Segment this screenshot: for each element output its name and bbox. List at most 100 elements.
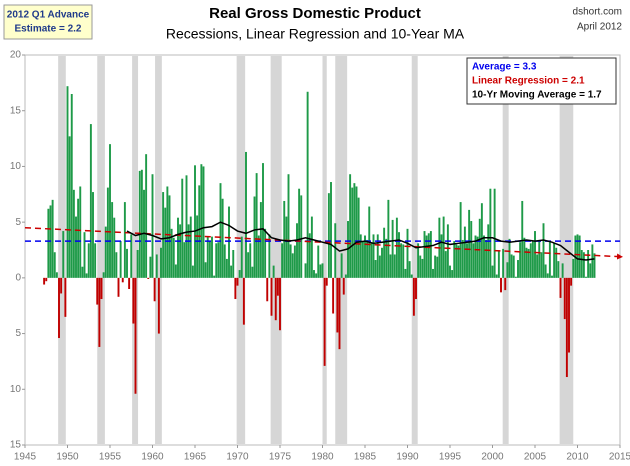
bar: [461, 239, 464, 278]
bar: [66, 86, 69, 278]
bar: [449, 265, 451, 278]
bar: [436, 256, 439, 278]
bar: [183, 242, 186, 278]
bar: [415, 277, 417, 300]
bar: [517, 260, 519, 278]
bar: [493, 188, 496, 278]
bar: [529, 243, 532, 278]
x-tick-label: 1985: [354, 452, 377, 463]
bar: [283, 200, 286, 278]
bar: [92, 192, 94, 278]
bar: [225, 258, 228, 278]
bar: [253, 196, 256, 278]
bar: [100, 277, 103, 300]
bar: [361, 241, 364, 278]
bar: [330, 182, 332, 278]
bar: [572, 258, 575, 278]
bar: [85, 273, 88, 278]
bar: [194, 165, 196, 278]
bar: [168, 195, 171, 278]
bar: [81, 266, 84, 278]
bar: [249, 243, 252, 278]
bar: [440, 234, 443, 278]
x-tick-label: 2005: [524, 452, 547, 463]
bar: [155, 254, 158, 278]
bar: [160, 247, 162, 278]
bar: [495, 274, 498, 278]
bar: [296, 223, 298, 278]
bar: [191, 265, 194, 278]
bar: [478, 218, 481, 278]
bar: [353, 183, 356, 278]
recession-band: [97, 56, 105, 444]
bar: [395, 217, 398, 278]
bar: [166, 186, 169, 278]
bar: [217, 242, 220, 278]
bar: [123, 202, 126, 278]
bar: [51, 199, 54, 278]
bar: [257, 235, 260, 278]
x-tick-label: 1945: [14, 452, 37, 463]
y-tick-label: 5: [15, 217, 21, 228]
bar: [389, 254, 392, 278]
bar: [402, 244, 405, 278]
bar: [55, 272, 58, 278]
bar: [506, 262, 509, 278]
bar: [521, 200, 524, 278]
bar: [510, 254, 513, 278]
bar: [232, 250, 235, 278]
bar: [323, 277, 326, 366]
bar: [151, 174, 154, 278]
bar: [381, 247, 383, 278]
x-tick-label: 1975: [269, 452, 292, 463]
bar: [427, 233, 430, 278]
bar: [213, 275, 216, 278]
bar: [476, 236, 479, 278]
bar: [115, 252, 118, 278]
bar: [285, 216, 288, 278]
bar: [342, 277, 345, 295]
bar: [238, 270, 241, 278]
bar: [444, 251, 447, 278]
bar: [489, 188, 492, 278]
bar: [321, 263, 324, 278]
x-tick-label: 1995: [439, 452, 462, 463]
bar: [70, 94, 73, 278]
bar: [325, 277, 328, 286]
bar: [313, 270, 315, 278]
x-tick-label: 1970: [226, 452, 249, 463]
bar: [111, 202, 114, 278]
bar: [189, 216, 192, 278]
bar: [457, 245, 460, 278]
y-tick-label: 15: [10, 105, 22, 116]
bar: [504, 277, 507, 291]
bar: [240, 236, 243, 278]
bar: [344, 274, 347, 278]
y-tick-label: 15: [10, 440, 22, 451]
bar: [255, 173, 258, 278]
bar: [128, 277, 131, 289]
bar: [79, 186, 82, 278]
bar: [578, 235, 581, 278]
legend-box: [466, 57, 617, 105]
bar: [136, 250, 139, 278]
bar: [336, 277, 339, 333]
legend-entry: 10-Yr Moving Average = 1.7: [472, 90, 602, 101]
moving-average-line: [126, 221, 595, 261]
bar: [185, 175, 188, 278]
bar: [468, 209, 471, 278]
bar: [340, 253, 343, 278]
bar: [202, 166, 205, 278]
bar: [472, 243, 475, 278]
bar: [383, 227, 386, 278]
bar: [463, 226, 466, 278]
bar: [306, 91, 309, 278]
bar: [483, 235, 485, 278]
bar: [147, 277, 150, 279]
bar: [485, 239, 488, 278]
bar: [393, 254, 396, 278]
bar: [206, 236, 209, 278]
bar: [585, 276, 587, 278]
bar: [446, 224, 449, 278]
bar: [451, 270, 454, 278]
